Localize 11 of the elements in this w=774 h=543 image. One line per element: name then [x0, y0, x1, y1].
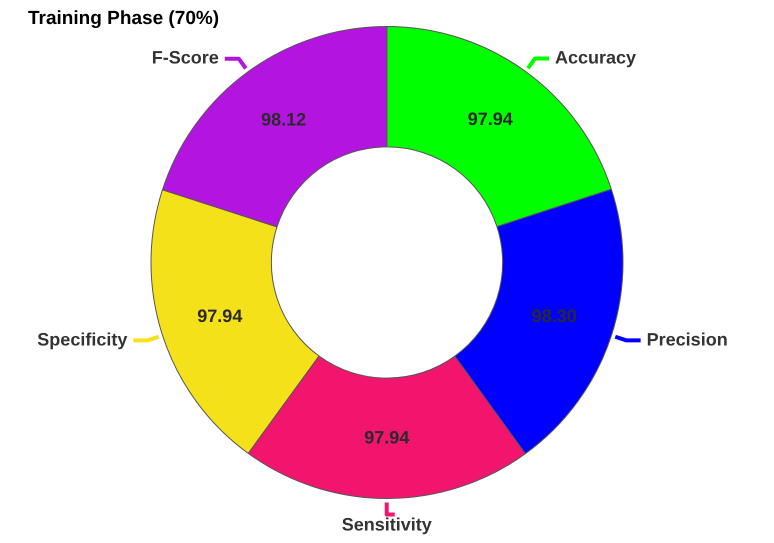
- slice-label: Sensitivity: [342, 514, 432, 534]
- slice-label: Accuracy: [554, 47, 636, 68]
- slice-label: Precision: [646, 329, 728, 350]
- data-label: 97.94: [197, 306, 242, 326]
- data-label: 97.94: [364, 427, 410, 448]
- data-label: 98.30: [532, 306, 577, 326]
- data-label: 98.12: [261, 109, 306, 130]
- data-label: 97.94: [468, 109, 513, 130]
- slice-label: F-Score: [152, 48, 219, 68]
- chart-title: Training Phase (70%): [28, 8, 220, 30]
- slice-label: Specificity: [37, 329, 128, 350]
